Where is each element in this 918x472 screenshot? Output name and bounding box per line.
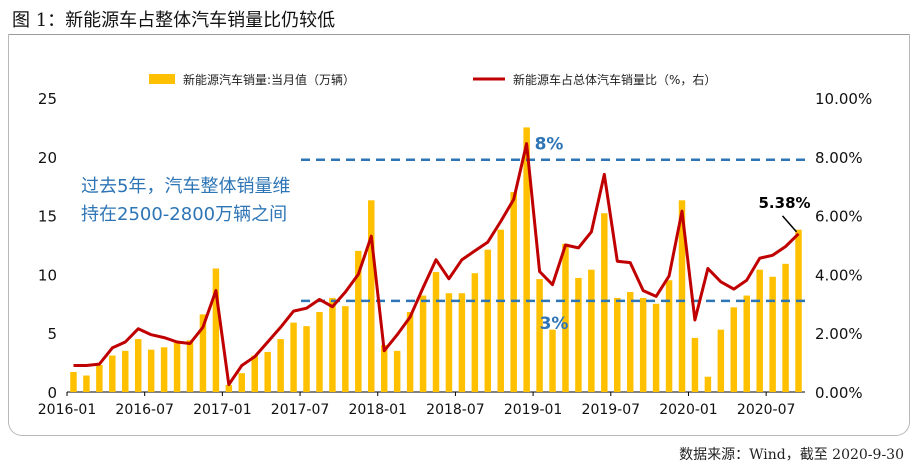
bar	[588, 269, 595, 392]
bar	[432, 272, 440, 392]
bar	[562, 243, 569, 392]
legend-line-label: 新能源车占总体汽车销量比（%，右）	[513, 72, 716, 87]
figure-title-bar: 图 1：新能源车占整体汽车销量比仍较低	[8, 0, 910, 35]
figure-title: 图 1：新能源车占整体汽车销量比仍较低	[12, 10, 336, 31]
x-tick-label: 2019-07	[582, 402, 641, 418]
x-tick-label: 2018-01	[348, 402, 407, 418]
x-tick-label: 2020-07	[737, 402, 796, 418]
note-text: 持在2500-2800万辆之间	[81, 204, 287, 225]
bar	[212, 268, 220, 392]
x-tick-label: 2019-01	[504, 402, 563, 418]
bar	[199, 314, 207, 392]
bar	[575, 277, 582, 392]
x-tick-label: 2016-07	[115, 402, 174, 418]
bar	[70, 372, 77, 392]
bar	[795, 229, 802, 392]
bar	[419, 295, 427, 392]
bar	[316, 312, 323, 392]
bar	[730, 307, 738, 392]
bar	[652, 303, 660, 392]
bar	[342, 306, 349, 392]
right-tick-label: 0.00%	[815, 384, 863, 402]
bar	[756, 269, 763, 392]
reference-label: 3%	[540, 314, 569, 334]
bar	[329, 297, 336, 392]
bar	[225, 384, 233, 392]
last-point-label: 5.38%	[759, 194, 811, 212]
bar	[626, 292, 634, 392]
bar	[186, 340, 194, 392]
left-tick-label: 10	[38, 266, 57, 284]
left-tick-label: 25	[38, 90, 57, 108]
bar	[678, 200, 686, 392]
bar	[368, 200, 375, 392]
bar	[96, 364, 103, 392]
bar	[510, 192, 517, 392]
right-tick-label: 10.00%	[815, 90, 872, 108]
right-tick-label: 6.00%	[815, 208, 863, 226]
right-tick-label: 4.00%	[815, 266, 863, 284]
bar	[109, 355, 116, 392]
x-tick-label: 2018-07	[426, 402, 485, 418]
bar	[769, 276, 776, 392]
bar	[497, 229, 504, 392]
bar	[147, 349, 155, 392]
bar	[549, 329, 556, 392]
x-tick-label: 2016-01	[38, 402, 97, 418]
source-note: 数据来源：Wind，截至 2020-9-30	[679, 447, 904, 463]
x-tick-label: 2017-07	[271, 402, 330, 418]
reference-label: 8%	[535, 135, 564, 155]
bar	[83, 375, 90, 392]
bar	[303, 326, 310, 392]
left-tick-label: 20	[38, 149, 57, 167]
bar	[614, 297, 621, 392]
bar	[484, 249, 492, 392]
bar	[277, 339, 284, 392]
x-tick-label: 2020-01	[659, 402, 718, 418]
bar	[238, 373, 246, 392]
bar	[704, 376, 712, 392]
bar	[380, 344, 388, 392]
bar	[173, 342, 181, 392]
bar	[639, 297, 647, 392]
bar	[251, 355, 258, 392]
bar	[122, 350, 129, 392]
left-tick-label: 5	[47, 325, 57, 343]
legend-bar-label: 新能源汽车销量:当月值（万辆）	[183, 72, 355, 87]
bar	[290, 322, 297, 392]
bar	[393, 350, 401, 392]
left-tick-label: 15	[38, 208, 57, 226]
left-tick-label: 0	[47, 384, 57, 402]
share-line	[73, 142, 800, 387]
note-text: 过去5年，汽车整体销量维	[81, 176, 290, 197]
right-tick-label: 8.00%	[815, 149, 863, 167]
bar	[445, 293, 453, 392]
bar	[134, 339, 142, 392]
bar	[782, 263, 789, 392]
bar	[743, 295, 750, 392]
chart-frame: 0 5 10 15 20 25 0.00% 2.00% 4.00% 6.00% 8.00% 10.00…	[8, 34, 910, 436]
legend-bar-swatch	[149, 74, 175, 84]
bar	[355, 250, 362, 392]
bar	[160, 347, 168, 392]
last-point-leader	[781, 215, 798, 233]
bar	[471, 273, 479, 392]
bar	[691, 337, 699, 392]
right-tick-label: 2.00%	[815, 325, 863, 343]
bar	[264, 352, 271, 392]
bar	[665, 280, 673, 392]
bar	[536, 279, 543, 392]
bar	[458, 293, 466, 392]
bar	[601, 213, 608, 392]
x-tick-label: 2017-01	[193, 402, 252, 418]
bar	[523, 127, 530, 393]
combo-chart: 0 5 10 15 20 25 0.00% 2.00% 4.00% 6.00% 8.00% 10.00…	[38, 72, 872, 418]
bar	[406, 312, 414, 392]
bar	[717, 329, 725, 392]
